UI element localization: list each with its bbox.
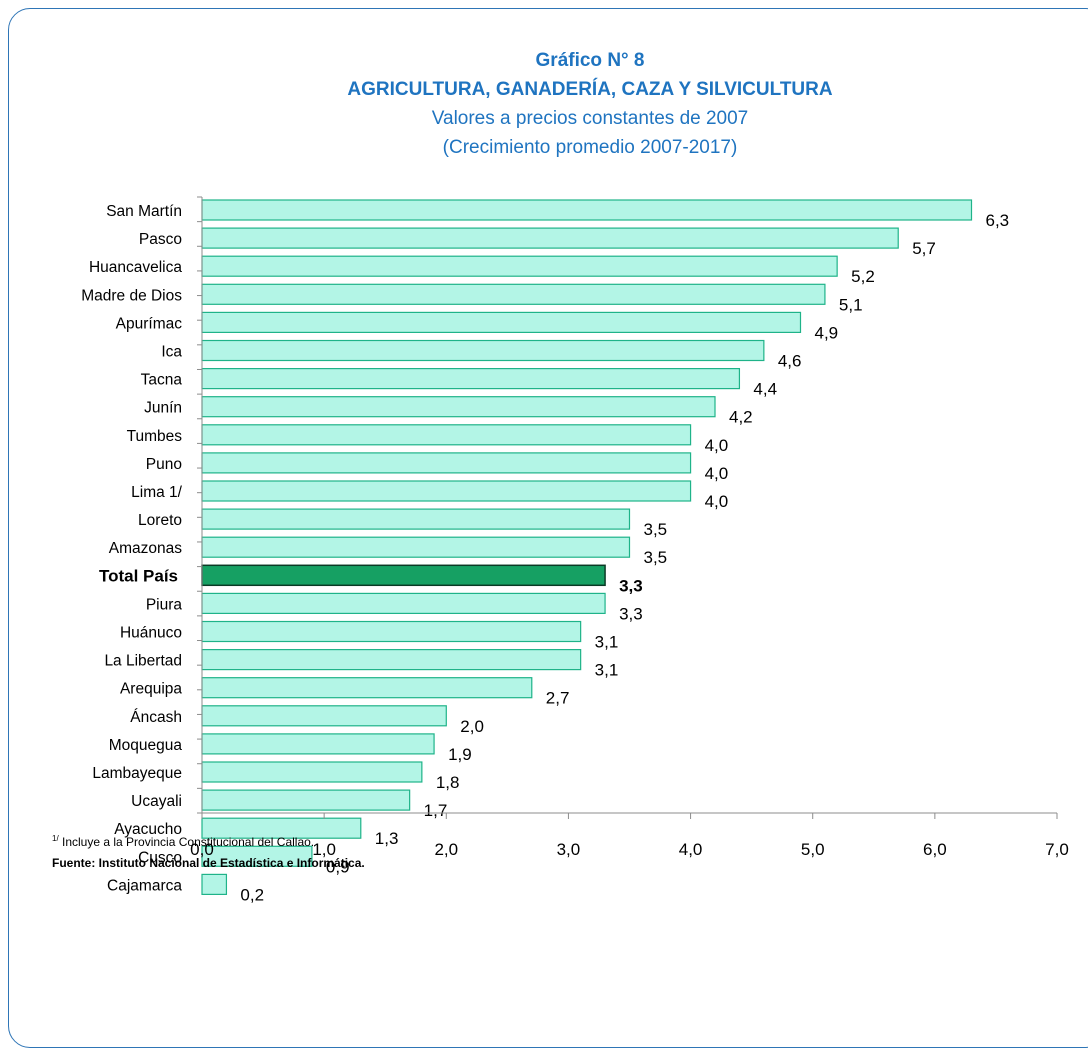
chart-subtitle-period: (Crecimiento promedio 2007-2017) [442, 137, 738, 158]
category-label: Ica [161, 344, 182, 361]
bar [201, 480, 692, 502]
category-label: San Martín [106, 203, 182, 220]
chart-title: Gráfico N° 8 [535, 50, 645, 71]
bar [201, 733, 435, 755]
value-label: 4,4 [753, 380, 777, 399]
value-label: 4,2 [729, 408, 753, 427]
category-label: Cajamarca [107, 877, 182, 894]
category-label: Junín [144, 400, 182, 417]
value-label: 4,0 [705, 436, 729, 455]
category-label: Ayacucho [114, 821, 182, 838]
footnote-marker: 1/ [52, 834, 59, 843]
bar [201, 311, 802, 333]
value-label: 3,3 [619, 604, 643, 623]
category-label: Tacna [141, 372, 183, 389]
bar [201, 873, 228, 896]
bar [201, 452, 692, 474]
bar [201, 255, 838, 277]
chart-title-block: Gráfico N° 8 AGRICULTURA, GANADERÍA, CAZ… [0, 46, 1088, 162]
bar [201, 677, 533, 699]
value-label: 5,2 [851, 267, 875, 286]
bar [201, 648, 582, 671]
bar [201, 564, 606, 587]
bar [201, 424, 692, 446]
category-label: Lima 1/ [131, 484, 183, 501]
category-label: Cusco [138, 849, 182, 866]
x-tick-label: 4,0 [679, 840, 703, 859]
category-label: Ucayali [131, 793, 182, 810]
value-label: 4,0 [705, 464, 729, 483]
category-label: La Libertad [104, 653, 182, 670]
category-label: Puno [146, 456, 182, 473]
x-tick-label: 3,0 [557, 840, 581, 859]
category-label: Piura [146, 596, 183, 613]
value-label: 5,1 [839, 295, 863, 314]
chart-subtitle-prices: Valores a precios constantes de 2007 [431, 108, 749, 129]
value-label: 5,7 [912, 239, 936, 258]
category-label: Apurímac [116, 315, 183, 332]
value-label: 4,6 [778, 352, 802, 371]
bar [201, 845, 313, 867]
value-label: 3,5 [644, 548, 668, 567]
chart-subtitle-sector: AGRICULTURA, GANADERÍA, CAZA Y SILVICULT… [347, 79, 833, 100]
x-tick-label: 7,0 [1045, 840, 1069, 859]
category-label: Moquegua [109, 737, 183, 754]
value-label: 4,9 [815, 323, 839, 342]
bar [201, 283, 826, 305]
x-tick-label: 5,0 [801, 840, 825, 859]
value-label: 3,5 [644, 520, 668, 539]
category-label: Arequipa [120, 681, 182, 698]
x-tick-label: 1,0 [312, 840, 336, 859]
bar [201, 339, 765, 362]
value-label: 3,1 [595, 661, 619, 680]
bar [201, 227, 899, 249]
bar [201, 761, 423, 783]
category-label: Lambayeque [92, 765, 182, 782]
bar [201, 705, 447, 727]
category-label: Áncash [130, 709, 182, 726]
footnote: 1/ Incluye a la Provincia Constitucional… [52, 834, 315, 850]
bar [201, 396, 716, 418]
category-label: Total País [99, 566, 178, 585]
footnote-text: Incluye a la Provincia Constitucional de… [58, 835, 315, 849]
bar [201, 199, 973, 221]
bar [201, 592, 606, 615]
category-label: Pasco [139, 231, 182, 248]
value-label: 1,9 [448, 745, 472, 764]
value-label: 1,3 [375, 829, 399, 848]
value-label: 4,0 [705, 492, 729, 511]
source-note: Fuente: Instituto Nacional de Estadístic… [52, 856, 365, 870]
x-tick-label: 6,0 [923, 840, 947, 859]
value-label: 3,3 [619, 576, 643, 595]
value-label: 1,8 [436, 773, 460, 792]
category-label: Madre de Dios [81, 287, 182, 304]
bar [201, 620, 582, 643]
value-label: 6,3 [986, 211, 1010, 230]
bar-chart: San Martín 6,3 Pasco 5,7 Huancavelica 5,2 Madr… [81, 196, 1069, 904]
value-label: 0,9 [326, 857, 350, 876]
bar [201, 536, 631, 558]
x-tick-label: 2,0 [434, 840, 458, 859]
category-label: Tumbes [127, 428, 183, 445]
bar [201, 368, 741, 390]
category-label: Loreto [138, 512, 182, 529]
bar [201, 817, 362, 839]
value-label: 3,1 [595, 633, 619, 652]
bar [201, 789, 411, 811]
value-label: 0,2 [240, 885, 264, 904]
value-label: 2,7 [546, 689, 570, 708]
x-tick-label: 0,0 [190, 840, 214, 859]
category-label: Huancavelica [89, 259, 182, 276]
category-label: Huánuco [120, 625, 182, 642]
value-label: 2,0 [460, 717, 484, 736]
value-label: 1,7 [424, 801, 448, 820]
category-label: Amazonas [109, 540, 182, 557]
bar [201, 508, 631, 530]
